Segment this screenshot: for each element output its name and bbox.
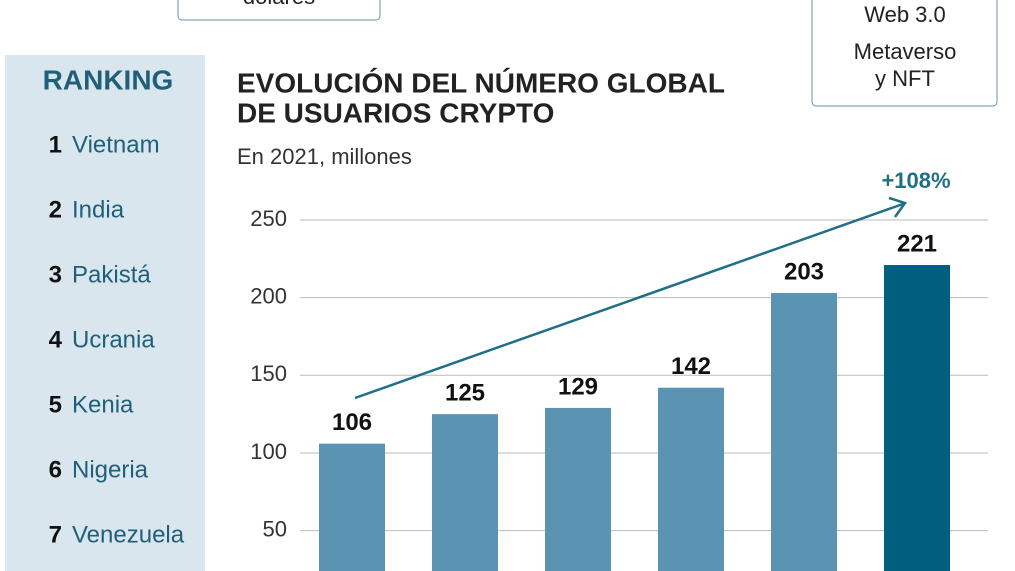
rank-number: 7 — [49, 521, 62, 548]
value-label: 125 — [445, 379, 485, 406]
rank-name: Kenia — [72, 391, 134, 418]
arrow-head — [888, 196, 908, 218]
annotation: +108% — [881, 168, 950, 193]
ranking-title: RANKING — [43, 64, 174, 95]
chart-title: EVOLUCIÓN DEL NÚMERO GLOBAL — [237, 67, 725, 98]
box-text: dólares — [243, 0, 315, 9]
top-box — [177, 0, 381, 21]
y-tick-label: 150 — [250, 361, 287, 386]
bar — [771, 292, 837, 571]
top-box — [811, 0, 998, 107]
rank-number: 1 — [49, 131, 62, 158]
rank-name: Vietnam — [72, 131, 160, 158]
rank-number: 6 — [49, 456, 62, 483]
bar — [658, 387, 724, 571]
value-label: 106 — [332, 409, 372, 436]
rank-name: Pakistá — [72, 261, 151, 288]
box-text: Web 3.0 — [864, 2, 946, 27]
bar — [432, 414, 498, 571]
rank-number: 5 — [49, 391, 62, 418]
rank-name: Venezuela — [72, 521, 185, 548]
chart-title: DE USUARIOS CRYPTO — [237, 97, 554, 128]
chart-subtitle: En 2021, millones — [237, 144, 412, 169]
rank-number: 3 — [49, 261, 62, 288]
bar — [884, 265, 950, 571]
value-label: 221 — [897, 230, 937, 257]
rank-name: India — [72, 196, 125, 223]
value-label: 203 — [784, 258, 824, 285]
y-tick-label: 200 — [250, 283, 287, 308]
ranking-panel — [5, 55, 205, 571]
rank-name: Ucrania — [72, 326, 155, 353]
y-tick-label: 250 — [250, 206, 287, 231]
rank-number: 4 — [49, 326, 63, 353]
box-text: y NFT — [875, 66, 935, 91]
box-text: Metaverso — [854, 39, 957, 64]
rank-name: Nigeria — [72, 456, 149, 483]
bar — [319, 443, 385, 571]
trend-arrow — [354, 202, 904, 400]
value-label: 142 — [671, 353, 711, 380]
y-tick-label: 100 — [250, 439, 287, 464]
rank-number: 2 — [49, 196, 62, 223]
y-tick-label: 50 — [263, 516, 287, 541]
bar — [545, 407, 611, 571]
value-label: 129 — [558, 373, 598, 400]
